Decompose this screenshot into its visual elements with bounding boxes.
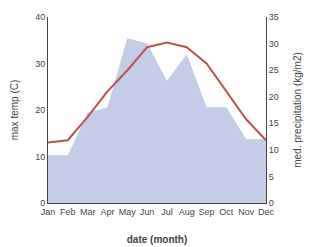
svg-text:30: 30	[269, 39, 279, 49]
svg-text:max temp (C): max temp (C)	[9, 80, 20, 141]
svg-text:Nov: Nov	[238, 207, 255, 217]
svg-text:Apr: Apr	[100, 207, 114, 217]
svg-text:Oct: Oct	[219, 207, 234, 217]
svg-text:Feb: Feb	[60, 207, 76, 217]
svg-text:25: 25	[269, 65, 279, 75]
svg-text:20: 20	[269, 92, 279, 102]
svg-text:30: 30	[35, 59, 45, 69]
svg-text:10: 10	[35, 152, 45, 162]
svg-text:May: May	[119, 207, 137, 217]
svg-text:Sep: Sep	[199, 207, 215, 217]
svg-text:0: 0	[40, 198, 45, 208]
svg-text:0: 0	[269, 198, 274, 208]
svg-text:10: 10	[269, 145, 279, 155]
svg-text:med. precipitation (kg/m2): med. precipitation (kg/m2)	[292, 52, 303, 168]
svg-text:Jan: Jan	[41, 207, 56, 217]
svg-text:Jun: Jun	[140, 207, 155, 217]
svg-text:15: 15	[269, 118, 279, 128]
svg-text:5: 5	[269, 172, 274, 182]
svg-text:35: 35	[269, 12, 279, 22]
svg-text:Dec: Dec	[258, 207, 275, 217]
svg-text:Jul: Jul	[161, 207, 173, 217]
svg-text:Mar: Mar	[80, 207, 96, 217]
svg-text:20: 20	[35, 105, 45, 115]
svg-text:40: 40	[35, 12, 45, 22]
svg-text:date (month): date (month)	[127, 234, 188, 245]
svg-text:Aug: Aug	[179, 207, 195, 217]
